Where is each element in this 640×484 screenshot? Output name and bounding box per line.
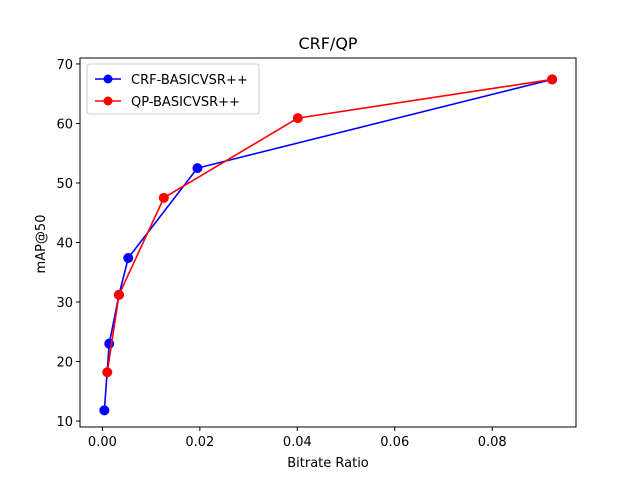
data-point (158, 192, 169, 203)
y-tick-label: 30 (56, 296, 73, 311)
axis-ticks: 0.00 0.02 0.04 0.06 0.08 10 20 30 40 50 60 70 (56, 58, 506, 450)
plot-frame (79, 57, 577, 428)
y-axis-label: mAP@50 (34, 215, 49, 274)
x-tick-label: 0.08 (478, 435, 507, 450)
data-point (292, 113, 303, 124)
legend: CRF-BASICVSR++ QP-BASICVSR++ (86, 63, 260, 115)
legend-label: CRF-BASICVSR++ (131, 73, 248, 88)
data-point (192, 163, 203, 174)
legend-item: CRF-BASICVSR++ (95, 73, 248, 88)
y-tick-label: 20 (56, 356, 73, 371)
y-tick-label: 60 (56, 117, 73, 132)
x-tick-label: 0.04 (283, 435, 312, 450)
y-tick-label: 10 (56, 415, 73, 430)
y-tick-label: 40 (56, 237, 73, 252)
data-point (102, 367, 113, 378)
y-tick-label: 70 (56, 58, 73, 73)
data-point (99, 405, 110, 416)
data-point (547, 74, 558, 85)
legend-item: QP-BASICVSR++ (95, 95, 240, 110)
legend-label: QP-BASICVSR++ (131, 95, 240, 110)
x-tick-label: 0.06 (380, 435, 409, 450)
legend-marker (103, 74, 113, 84)
x-axis-label: Bitrate Ratio (287, 456, 369, 471)
series-1 (102, 74, 558, 378)
x-tick-label: 0.02 (185, 435, 214, 450)
data-point (123, 252, 134, 263)
x-tick-label: 0.00 (88, 435, 117, 450)
plot-series (99, 74, 558, 416)
y-tick-label: 50 (56, 177, 73, 192)
legend-marker (103, 96, 113, 106)
data-point (113, 289, 124, 300)
legend-box (86, 63, 260, 115)
series-line (103, 78, 553, 411)
chart-title: CRF/QP (298, 34, 357, 53)
